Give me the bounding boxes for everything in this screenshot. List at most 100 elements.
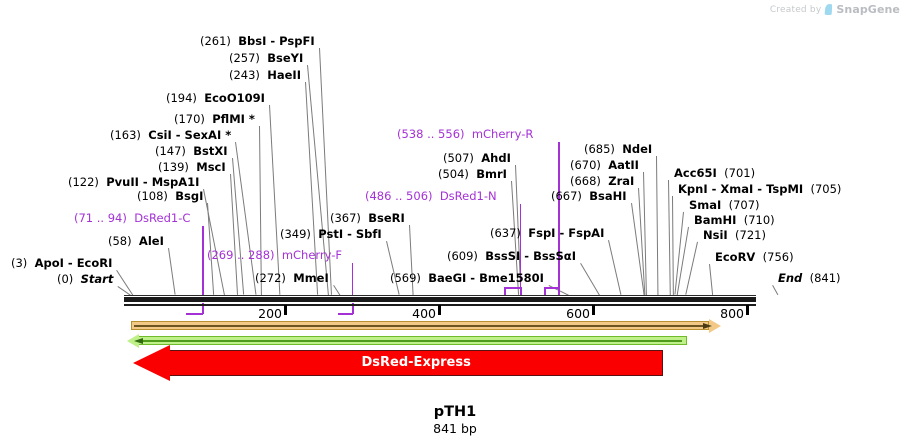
enzyme-label-ecorv[interactable]: EcoRV (756) bbox=[715, 251, 794, 263]
leader-line bbox=[168, 248, 176, 296]
enzyme-name: ApoI bbox=[34, 256, 64, 270]
enzyme-position: (349) bbox=[280, 227, 311, 241]
enzyme-name: BmrI bbox=[476, 167, 507, 181]
enzyme-label-pflmi[interactable]: (170) PflMI * bbox=[174, 113, 255, 125]
enzyme-position: (569) bbox=[390, 271, 421, 285]
primer-bracket-span bbox=[338, 313, 353, 315]
enzyme-position: (243) bbox=[229, 68, 260, 82]
snapgene-credit: Created by SnapGene bbox=[770, 3, 900, 16]
primer-name: DsRed1-N bbox=[439, 189, 497, 203]
feature-orange-arrowhead bbox=[709, 318, 721, 333]
feature-bar-dsred-express[interactable] bbox=[169, 350, 663, 376]
enzyme-name: XmaI bbox=[720, 182, 754, 196]
enzyme-label-smai[interactable]: SmaI (707) bbox=[689, 199, 760, 211]
enzyme-label-acc65i[interactable]: Acc65I (701) bbox=[674, 167, 755, 179]
enzyme-position: (3) bbox=[11, 256, 28, 270]
enzyme-label-haeii[interactable]: (243) HaeII bbox=[229, 69, 301, 81]
enzyme-label-psti-sbfi[interactable]: (349) PstI - SbfI bbox=[280, 228, 382, 240]
primer-leader-line bbox=[351, 263, 354, 296]
enzyme-name: AatII bbox=[608, 158, 639, 172]
primer-range: (269 .. 288) bbox=[207, 248, 275, 262]
enzyme-label-bsahi[interactable]: (667) BsaHI bbox=[551, 190, 627, 202]
primer-leader-line bbox=[202, 226, 204, 296]
enzyme-position: (637) bbox=[490, 226, 521, 240]
enzyme-label-ndei[interactable]: (685) NdeI bbox=[584, 143, 652, 155]
enzyme-name: PstI bbox=[318, 227, 344, 241]
primer-label-dsred1-c[interactable]: (71 .. 94) DsRed1-C bbox=[74, 212, 190, 224]
enzyme-name: MmeI bbox=[293, 271, 329, 285]
name-separator: - bbox=[63, 256, 77, 270]
primer-range: (71 .. 94) bbox=[74, 211, 127, 225]
enzyme-label-end[interactable]: End (841) bbox=[778, 272, 841, 284]
enzyme-label-baegi-bme1580i[interactable]: (569) BaeGI - Bme1580I bbox=[390, 272, 544, 284]
leader-line bbox=[772, 285, 779, 296]
ruler-tick-label: 200 bbox=[258, 306, 282, 321]
primer-label-mcherry-f[interactable]: (269 .. 288) mCherry-F bbox=[207, 249, 342, 261]
enzyme-label-bamhi[interactable]: BamHI (710) bbox=[694, 214, 775, 226]
leader-line bbox=[668, 180, 671, 296]
feature-orange-centerline bbox=[134, 325, 706, 327]
primer-bracket-span bbox=[545, 287, 560, 289]
leader-line bbox=[235, 142, 257, 296]
enzyme-position: (272) bbox=[255, 271, 286, 285]
primer-label-mcherry-r[interactable]: (538 .. 556) mCherry-R bbox=[397, 128, 533, 140]
enzyme-name: MspA1I bbox=[151, 175, 200, 189]
enzyme-position: (701) bbox=[724, 166, 756, 180]
name-separator: - bbox=[266, 34, 280, 48]
enzyme-label-zrai[interactable]: (668) ZraI bbox=[570, 175, 634, 187]
feature-label-dsred-express: DsRed-Express bbox=[361, 355, 471, 370]
enzyme-name: BsaHI bbox=[589, 189, 627, 203]
enzyme-label-bbsi-pspfi[interactable]: (261) BbsI - PspFI bbox=[200, 35, 315, 47]
enzyme-label-bseri[interactable]: (367) BseRI bbox=[330, 212, 405, 224]
enzyme-name: BstXI bbox=[193, 144, 228, 158]
credit-prefix: Created by bbox=[769, 4, 822, 15]
enzyme-label-fspi-fspai[interactable]: (637) FspI - FspAI bbox=[490, 227, 604, 239]
name-separator: - bbox=[171, 128, 185, 142]
name-separator: - bbox=[343, 227, 356, 241]
enzyme-name: CsiI bbox=[148, 128, 172, 142]
name-separator: - bbox=[138, 175, 152, 189]
enzyme-label-csii-sexai[interactable]: (163) CsiI - SexAI * bbox=[110, 129, 231, 141]
enzyme-label-kpni-xmai-tspmi[interactable]: KpnI - XmaI - TspMI (705) bbox=[678, 183, 841, 195]
enzyme-name: HaeII bbox=[267, 68, 301, 82]
enzyme-name: EcoRV bbox=[715, 250, 756, 264]
enzyme-name: BaeGI bbox=[428, 271, 467, 285]
enzyme-label-alei[interactable]: (58) AleI bbox=[108, 235, 164, 247]
name-separator: - bbox=[520, 249, 534, 263]
enzyme-label-bseyi[interactable]: (257) BseYI bbox=[229, 52, 303, 64]
enzyme-label-bstxi[interactable]: (147) BstXI bbox=[155, 145, 228, 157]
enzyme-position: (670) bbox=[570, 158, 601, 172]
enzyme-position: (147) bbox=[155, 144, 186, 158]
leader-line bbox=[656, 156, 659, 296]
primer-bracket-tick bbox=[202, 303, 205, 314]
enzyme-label-start[interactable]: (0) Start bbox=[57, 273, 113, 285]
enzyme-label-ecoo109i[interactable]: (194) EcoO109I bbox=[166, 92, 265, 104]
enzyme-position: (710) bbox=[743, 213, 775, 227]
enzyme-name: BssSI bbox=[485, 249, 521, 263]
enzyme-label-msci[interactable]: (139) MscI bbox=[158, 161, 226, 173]
enzyme-label-bsgi[interactable]: (108) BsgI bbox=[137, 190, 203, 202]
name-separator: - bbox=[555, 226, 569, 240]
enzyme-label-nsii[interactable]: NsiI (721) bbox=[703, 229, 766, 241]
enzyme-name: Start bbox=[80, 272, 114, 286]
name-separator: - bbox=[753, 182, 767, 196]
enzyme-position: (504) bbox=[438, 167, 469, 181]
enzyme-name: EcoO109I bbox=[204, 91, 265, 105]
enzyme-label-bmri[interactable]: (504) BmrI bbox=[438, 168, 507, 180]
plasmid-name: pTH1 bbox=[433, 404, 477, 420]
enzyme-label-mmei[interactable]: (272) MmeI bbox=[255, 272, 329, 284]
leader-line bbox=[386, 241, 400, 296]
enzyme-label-aatii[interactable]: (670) AatII bbox=[570, 159, 639, 171]
primer-label-dsred1-n[interactable]: (486 .. 506) DsRed1-N bbox=[365, 190, 497, 202]
ruler-tick bbox=[284, 305, 287, 315]
enzyme-label-ahdi[interactable]: (507) AhdI bbox=[443, 152, 511, 164]
enzyme-label-bsssi-bsssai[interactable]: (609) BssSI - BssSαI bbox=[447, 250, 576, 262]
leader-line bbox=[685, 241, 698, 295]
backbone-upper-rule bbox=[124, 294, 756, 296]
primer-bracket-tick bbox=[351, 303, 354, 314]
snapgene-brand: SnapGene bbox=[836, 3, 900, 16]
enzyme-label-apoi-ecori[interactable]: (3) ApoI - EcoRI bbox=[11, 257, 112, 269]
enzyme-name: AleI bbox=[138, 234, 164, 248]
enzyme-label-pvuii-mspa1i[interactable]: (122) PvuII - MspA1I bbox=[68, 176, 199, 188]
enzyme-position: (667) bbox=[551, 189, 582, 203]
